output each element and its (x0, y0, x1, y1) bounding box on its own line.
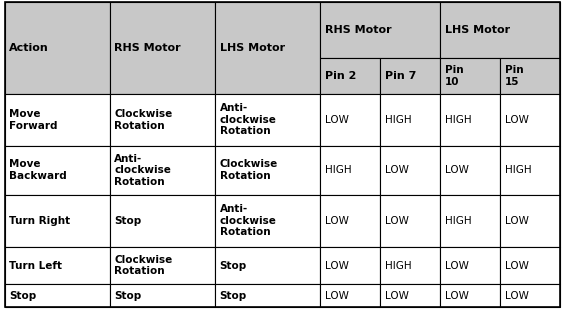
Text: Pin 7: Pin 7 (385, 71, 416, 81)
Text: LOW: LOW (325, 216, 349, 226)
Bar (110, 285, 215, 307)
Text: Stop: Stop (220, 260, 247, 271)
Text: LOW: LOW (445, 260, 469, 271)
Bar (320, 247, 380, 285)
Bar (215, 247, 320, 285)
Text: Pin 2: Pin 2 (325, 71, 357, 81)
Text: RHS Motor: RHS Motor (325, 25, 392, 35)
Bar (215, 2, 320, 94)
Text: RHS Motor: RHS Motor (114, 43, 181, 53)
Bar (320, 2, 441, 57)
Text: HIGH: HIGH (325, 165, 351, 175)
Text: HIGH: HIGH (505, 165, 532, 175)
Bar (320, 94, 380, 146)
Text: LOW: LOW (505, 290, 529, 300)
Text: Clockwise
Rotation: Clockwise Rotation (114, 255, 172, 276)
Bar (501, 285, 560, 307)
Text: Stop: Stop (114, 216, 142, 226)
Bar (380, 195, 441, 247)
Text: LOW: LOW (325, 115, 349, 125)
Text: LOW: LOW (385, 216, 409, 226)
Text: Turn Left: Turn Left (9, 260, 62, 271)
Bar (5, 146, 110, 195)
Bar (320, 57, 380, 94)
Text: Anti-
clockwise
Rotation: Anti- clockwise Rotation (220, 103, 276, 137)
Bar (441, 247, 501, 285)
Bar (5, 2, 110, 94)
Text: Stop: Stop (220, 290, 247, 300)
Bar (5, 94, 110, 146)
Bar (441, 57, 501, 94)
Text: LOW: LOW (505, 216, 529, 226)
Bar (501, 247, 560, 285)
Bar (501, 57, 560, 94)
Text: Anti-
clockwise
Rotation: Anti- clockwise Rotation (220, 204, 276, 237)
Bar (441, 94, 501, 146)
Bar (110, 2, 215, 94)
Bar (110, 146, 215, 195)
Bar (110, 195, 215, 247)
Text: HIGH: HIGH (385, 115, 412, 125)
Text: Move
Backward: Move Backward (9, 159, 67, 181)
Text: Anti-
clockwise
Rotation: Anti- clockwise Rotation (114, 154, 171, 187)
Text: LOW: LOW (505, 260, 529, 271)
Bar (5, 285, 110, 307)
Text: LOW: LOW (385, 290, 409, 300)
Text: HIGH: HIGH (445, 216, 472, 226)
Bar (215, 94, 320, 146)
Text: LHS Motor: LHS Motor (445, 25, 510, 35)
Bar (215, 285, 320, 307)
Bar (441, 146, 501, 195)
Bar (110, 247, 215, 285)
Bar (320, 146, 380, 195)
Text: LHS Motor: LHS Motor (220, 43, 285, 53)
Bar (110, 94, 215, 146)
Bar (5, 195, 110, 247)
Bar (380, 94, 441, 146)
Bar (380, 146, 441, 195)
Bar (380, 247, 441, 285)
Bar (441, 2, 560, 57)
Bar (501, 195, 560, 247)
Bar (320, 195, 380, 247)
Text: Pin
15: Pin 15 (505, 65, 524, 87)
Text: Stop: Stop (9, 290, 36, 300)
Text: Action: Action (9, 43, 49, 53)
Text: LOW: LOW (385, 165, 409, 175)
Bar (5, 247, 110, 285)
Text: LOW: LOW (505, 115, 529, 125)
Bar (320, 285, 380, 307)
Text: Stop: Stop (114, 290, 142, 300)
Text: LOW: LOW (445, 165, 469, 175)
Bar (441, 195, 501, 247)
Bar (380, 285, 441, 307)
Text: Turn Right: Turn Right (9, 216, 70, 226)
Text: LOW: LOW (325, 290, 349, 300)
Text: Clockwise
Rotation: Clockwise Rotation (220, 159, 278, 181)
Text: Clockwise
Rotation: Clockwise Rotation (114, 109, 172, 131)
Bar (215, 195, 320, 247)
Bar (380, 57, 441, 94)
Text: LOW: LOW (445, 290, 469, 300)
Text: Move
Forward: Move Forward (9, 109, 58, 131)
Bar (441, 285, 501, 307)
Text: Pin
10: Pin 10 (445, 65, 464, 87)
Bar (501, 94, 560, 146)
Bar (215, 146, 320, 195)
Text: HIGH: HIGH (385, 260, 412, 271)
Text: HIGH: HIGH (445, 115, 472, 125)
Text: LOW: LOW (325, 260, 349, 271)
Bar (501, 146, 560, 195)
